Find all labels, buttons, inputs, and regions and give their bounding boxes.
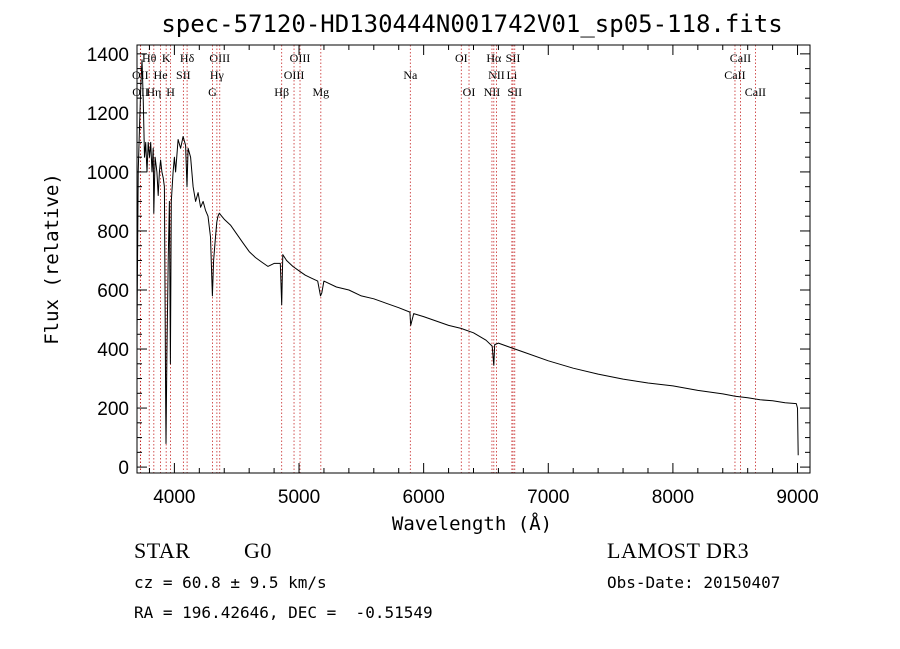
spectral-line-label-lower-3: G (208, 85, 217, 99)
spectral-line-label-lower-1: Hη (146, 85, 161, 99)
spectral-line-label-middle-7: Li (507, 68, 518, 82)
y-tick-label-1: 200 (97, 399, 129, 420)
spectral-line-label-lower-8: SII (507, 85, 522, 99)
spectral-line-label-lower-9: CaII (745, 85, 766, 99)
x-tick-label-1: 5000 (278, 487, 320, 508)
spectral-line-label-upper-1: K (162, 51, 171, 65)
spectral-line-label-middle-5: Na (403, 68, 418, 82)
spectral-line-label-upper-6: Hα (486, 51, 502, 65)
spectral-line-label-middle-3: Hγ (210, 68, 225, 82)
spectral-line-label-upper-2: Hδ (180, 51, 195, 65)
spectral-line-label-upper-0: Hθ (142, 51, 157, 65)
spectral-line-label-upper-5: OI (455, 51, 468, 65)
spectral-line-label-middle-4: OIII (284, 68, 305, 82)
spectral-line-markers: Hθ K Hδ OIII OIII OI Hα SII CaII OII He SII Hγ OIII Na… (132, 45, 766, 473)
axis-ticks: 4000 5000 6000 7000 8000 9000 0 200 400 600 800 100… (87, 45, 819, 508)
y-tick-label-4: 800 (97, 222, 129, 243)
spectral-line-label-middle-2: SII (176, 68, 191, 82)
spectral-line-label-upper-8: CaII (730, 51, 751, 65)
object-class: STAR (134, 538, 191, 563)
y-tick-label-5: 1000 (87, 163, 129, 184)
spectral-line-label-upper-7: SII (506, 51, 521, 65)
spectral-line-label-lower-7: NII (484, 85, 501, 99)
object-subclass: G0 (244, 538, 272, 563)
spectral-line-label-middle-6: NII (488, 68, 505, 82)
spectrum-layer (136, 59, 799, 456)
spectral-line-label-middle-8: CaII (724, 68, 745, 82)
y-tick-label-2: 400 (97, 340, 129, 361)
plot-frame (136, 44, 811, 474)
y-tick-label-6: 1200 (87, 104, 129, 125)
spectrum-line (136, 59, 799, 456)
y-tick-label-3: 600 (97, 281, 129, 302)
spectral-line-label-lower-6: OI (463, 85, 476, 99)
y-axis-label: Flux (relative) (41, 173, 63, 345)
spectral-line-label-middle-1: He (154, 68, 168, 82)
x-axis-label: Wavelength (Å) (392, 512, 552, 535)
y-tick-label-7: 1400 (87, 45, 129, 66)
coordinates-info: RA = 196.42646, DEC = -0.51549 (134, 603, 433, 622)
spectral-line-label-middle-0: OII (132, 68, 149, 82)
observation-date: Obs-Date: 20150407 (607, 573, 781, 592)
spectral-line-label-lower-4: Hβ (274, 85, 289, 99)
spectral-line-label-upper-3: OIII (209, 51, 230, 65)
x-tick-label-4: 8000 (652, 487, 694, 508)
x-tick-label-5: 9000 (776, 487, 818, 508)
spectral-line-label-upper-4: OIII (290, 51, 311, 65)
x-tick-label-0: 4000 (153, 487, 195, 508)
survey-name: LAMOST DR3 (607, 538, 750, 563)
redshift-info: cz = 60.8 ± 9.5 km/s (134, 573, 327, 592)
spectral-line-label-lower-2: H (166, 85, 175, 99)
spectral-line-label-lower-5: Mg (312, 85, 329, 99)
x-tick-label-3: 7000 (527, 487, 569, 508)
y-tick-label-0: 0 (118, 458, 129, 479)
x-tick-label-2: 6000 (403, 487, 445, 508)
chart-title: spec-57120-HD130444N001742V01_sp05-118.f… (161, 10, 782, 38)
